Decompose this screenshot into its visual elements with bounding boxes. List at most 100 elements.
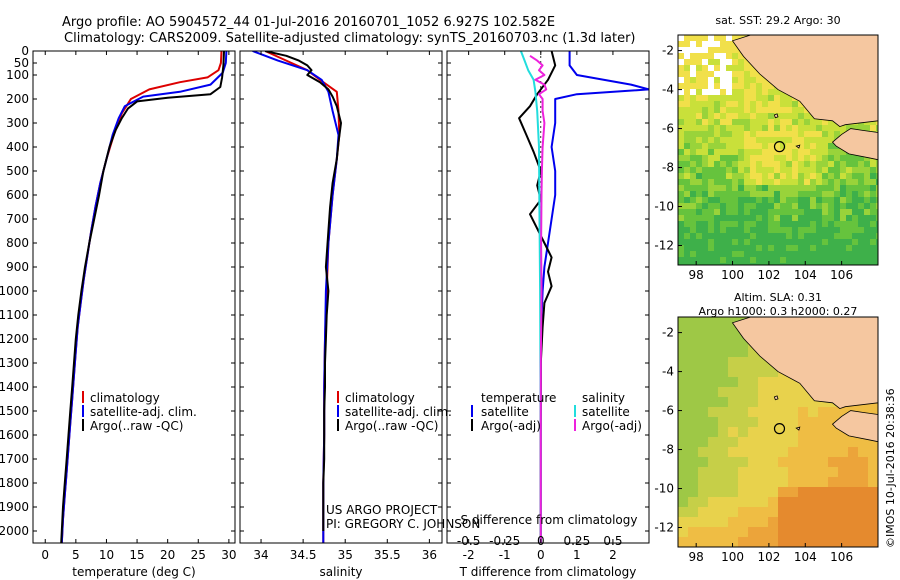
- legend-swatch-s-argo: [574, 419, 576, 431]
- map-cell: [818, 517, 828, 527]
- island: [795, 426, 801, 431]
- legend-swatch-argo: [337, 419, 339, 431]
- temperature-frame: [32, 50, 236, 544]
- map-cell: [714, 113, 720, 119]
- legend-s-argo: Argo(-adj): [582, 419, 642, 433]
- map-cell: [696, 239, 702, 245]
- map-cell: [702, 47, 708, 53]
- map-cell: [690, 161, 696, 167]
- map-cell: [714, 149, 720, 155]
- map-cell: [750, 215, 756, 221]
- map-cell: [750, 239, 756, 245]
- map-cell: [714, 125, 720, 131]
- map-cell: [758, 497, 768, 507]
- map-cell: [828, 497, 838, 507]
- map-cell: [780, 101, 786, 107]
- map-cell: [702, 191, 708, 197]
- landmass: [731, 35, 878, 128]
- map-cell: [858, 125, 864, 131]
- map-cell: [728, 497, 738, 507]
- map-cell: [792, 167, 798, 173]
- map-cell: [780, 179, 786, 185]
- map-cell: [876, 263, 878, 265]
- map-cell: [732, 119, 738, 125]
- map-cell: [684, 197, 690, 203]
- map-cell: [744, 209, 750, 215]
- map-cell: [788, 487, 798, 497]
- map-cell: [840, 161, 846, 167]
- map-cell: [678, 83, 684, 89]
- map-cell: [696, 65, 702, 71]
- map-cell: [678, 125, 684, 131]
- map-cell: [818, 527, 828, 537]
- map-cell: [748, 437, 758, 447]
- map-cell: [822, 173, 828, 179]
- map-cell: [750, 155, 756, 161]
- map-cell: [718, 477, 728, 487]
- map-cell: [876, 119, 878, 125]
- map-cell: [810, 167, 816, 173]
- map-cell: [818, 537, 828, 547]
- map-cell: [762, 197, 768, 203]
- map-cell: [714, 155, 720, 161]
- y-tick-label: -2: [662, 44, 674, 58]
- map-cell: [756, 173, 762, 179]
- map-cell: [744, 263, 750, 265]
- map-cell: [804, 245, 810, 251]
- map-cell: [720, 119, 726, 125]
- map-cell: [696, 95, 702, 101]
- map-cell: [720, 71, 726, 77]
- map-cell: [798, 221, 804, 227]
- x-tick-label: -2: [463, 548, 475, 562]
- map-cell: [688, 447, 698, 457]
- map-cell: [768, 497, 778, 507]
- map-cell: [684, 161, 690, 167]
- map-cell: [768, 191, 774, 197]
- y-tick-label: -12: [654, 239, 674, 253]
- map-cell: [732, 155, 738, 161]
- map-cell: [726, 251, 732, 257]
- map-cell: [732, 209, 738, 215]
- x-tick-label: 98: [689, 268, 704, 282]
- map-cell: [684, 53, 690, 59]
- map-cell: [748, 457, 758, 467]
- map-cell: [870, 233, 876, 239]
- map-cell: [808, 537, 818, 547]
- map-cell: [762, 215, 768, 221]
- map-cell: [774, 95, 780, 101]
- map-cell: [728, 347, 738, 357]
- map-cell: [840, 263, 846, 265]
- map-cell: [822, 155, 828, 161]
- map-cell: [744, 161, 750, 167]
- map-cell: [698, 477, 708, 487]
- map-cell: [718, 357, 728, 367]
- map-cell: [798, 191, 804, 197]
- float-marker: [773, 423, 786, 435]
- map-cell: [738, 113, 744, 119]
- map-cell: [678, 221, 684, 227]
- map-cell: [696, 89, 702, 95]
- map-cell: [696, 221, 702, 227]
- legend-swatch-climatology: [82, 391, 84, 403]
- map-cell: [678, 53, 684, 59]
- legend-title-salinity: salinity: [582, 391, 625, 405]
- map-cell: [750, 209, 756, 215]
- salinity-frame: [239, 50, 443, 544]
- map-cell: [762, 137, 768, 143]
- map-cell: [848, 467, 858, 477]
- map-cell: [810, 173, 816, 179]
- map-cell: [732, 239, 738, 245]
- map-cell: [834, 179, 840, 185]
- map-cell: [678, 77, 684, 83]
- map-cell: [804, 125, 810, 131]
- y-tick-label: 1800: [0, 476, 29, 490]
- map-cell: [714, 41, 720, 47]
- map-cell: [728, 467, 738, 477]
- map-cell: [810, 131, 816, 137]
- x-tick-label: 15: [129, 548, 144, 562]
- map-cell: [728, 417, 738, 427]
- map-cell: [678, 507, 688, 517]
- map-cell: [858, 221, 864, 227]
- map-cell: [822, 257, 828, 263]
- map-cell: [778, 397, 788, 407]
